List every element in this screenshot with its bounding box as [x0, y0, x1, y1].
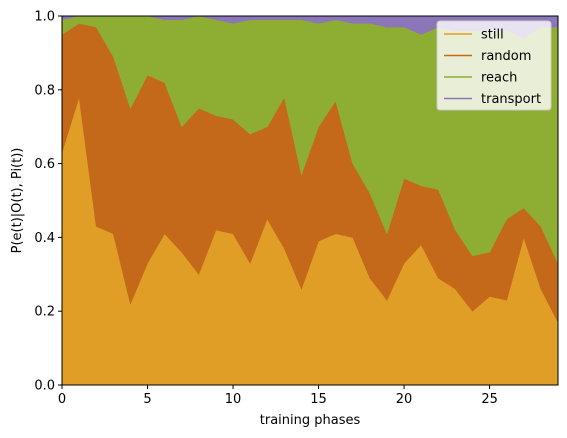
x-tick-label: 20 — [396, 392, 413, 407]
legend-label-transport: transport — [481, 92, 541, 107]
x-tick-label: 10 — [225, 392, 242, 407]
y-tick-label: 0.4 — [34, 231, 55, 246]
legend-label-still: still — [481, 28, 504, 43]
y-tick-label: 0.8 — [34, 83, 55, 98]
legend-label-reach: reach — [481, 71, 517, 86]
y-tick-label: 0.0 — [34, 379, 55, 394]
x-axis-label: training phases — [260, 413, 361, 428]
x-tick-label: 15 — [310, 392, 327, 407]
x-axis: 0 5 10 15 20 25 — [58, 385, 498, 407]
legend-label-random: random — [481, 49, 531, 64]
y-tick-label: 1.0 — [34, 10, 55, 25]
y-axis-label: P(e(t)|O(t), Pi(t)) — [10, 148, 25, 254]
legend-box — [436, 20, 552, 111]
x-tick-label: 0 — [58, 392, 66, 407]
plot-frame — [61, 15, 559, 386]
x-tick-label: 5 — [143, 392, 151, 407]
y-tick-label: 0.6 — [34, 157, 55, 172]
legend: still random reach transport — [436, 20, 552, 111]
y-axis: 0.0 0.2 0.4 0.6 0.8 1.0 — [34, 10, 62, 394]
y-tick-label: 0.2 — [34, 305, 55, 320]
x-tick-label: 25 — [481, 392, 498, 407]
